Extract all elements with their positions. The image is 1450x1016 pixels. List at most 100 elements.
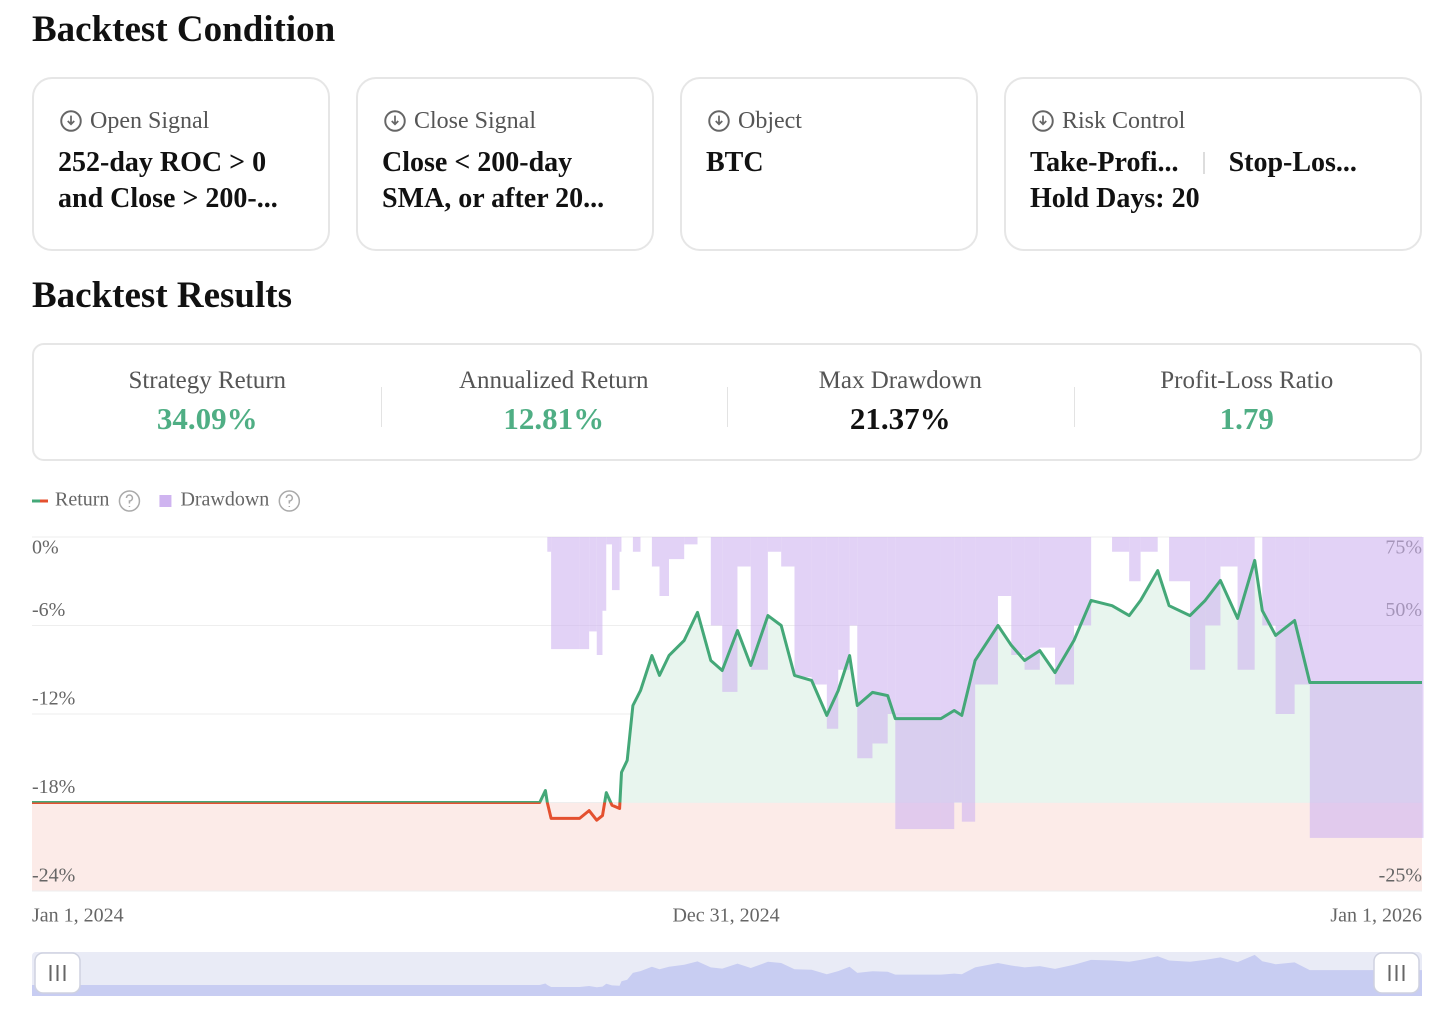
card-text: Close < 200-day — [382, 147, 573, 178]
help-icon — [118, 490, 141, 512]
metric: Profit-Loss Ratio 1.79 — [1073, 367, 1421, 437]
metric: Strategy Return 34.09% — [34, 367, 381, 437]
condition-card: Close Signal Close < 200-day SMA, or after… — [356, 77, 654, 251]
card-text: Hold Days: 20 — [1030, 183, 1200, 214]
drawdown-bar — [849, 537, 858, 626]
card-label: Risk Control — [1062, 107, 1186, 134]
drawdown-bar — [1309, 537, 1422, 838]
drawdown-bar — [940, 537, 955, 830]
card-label: Close Signal — [414, 107, 537, 134]
help-icon — [285, 494, 294, 507]
x-tick-label: Jan 1, 2024 — [32, 905, 124, 927]
drawdown-bar — [794, 537, 812, 678]
y2-tick-label: -25% — [1379, 865, 1422, 887]
drawdown-bar — [1024, 537, 1040, 670]
drawdown-bar — [611, 537, 620, 591]
drawdown-bar — [579, 537, 590, 650]
drawdown-bar — [632, 537, 641, 552]
card-label: Open Signal — [90, 107, 210, 134]
help-icon — [278, 490, 301, 512]
card-label-row: Close Signal — [382, 105, 652, 137]
return-line — [32, 558, 1422, 822]
legend-label: Return — [55, 489, 109, 511]
drawdown-bar — [1074, 537, 1092, 626]
metric: Max Drawdown 21.37% — [727, 367, 1074, 437]
drawdown-bar — [602, 537, 607, 611]
metric-value: 21.37% — [849, 401, 951, 436]
section-title: Backtest Condition — [32, 9, 336, 50]
drawdown-bar — [1237, 537, 1255, 670]
drawdown-bar — [547, 537, 552, 552]
drawdown-bar — [1205, 537, 1221, 626]
metrics-panel: Strategy Return 34.09% Annualized Return 12… — [32, 343, 1422, 461]
drawdown-bar — [767, 537, 782, 552]
card-text: 252-day ROC > 0 — [58, 147, 267, 178]
zoom-handle-left[interactable] — [34, 952, 81, 994]
y-tick-label: -6% — [32, 599, 65, 621]
y-tick-label: -12% — [32, 688, 75, 710]
drawdown-bar — [895, 537, 941, 830]
y-tick-label: 0% — [32, 537, 59, 559]
drawdown-bar — [669, 537, 685, 560]
metric-value: 12.81% — [503, 401, 605, 436]
card-items: Take-Profi... Stop-Los... — [1030, 145, 1420, 181]
drawdown-bar — [596, 537, 603, 655]
drawdown-bar — [1055, 537, 1075, 685]
drawdown-bar — [659, 537, 670, 596]
drawdown-bar — [750, 537, 768, 670]
card-icon — [60, 110, 82, 132]
drawdown-bar — [1129, 537, 1141, 582]
drawdown-bar — [975, 537, 998, 685]
drawdown-bar — [826, 537, 839, 729]
help-icon — [125, 494, 134, 507]
drawdown-bar — [1294, 537, 1310, 685]
separator — [1202, 152, 1205, 174]
card-label-row: Risk Control — [1030, 105, 1420, 137]
drawdown-bar — [887, 537, 896, 714]
drawdown-bar — [1112, 537, 1130, 552]
section-title: Backtest Results — [32, 275, 293, 316]
card-label-row: Open Signal — [58, 105, 328, 137]
card-item: Stop-Los... — [1228, 147, 1357, 178]
negative-zone — [32, 802, 1422, 891]
drawdown-bar — [606, 537, 612, 545]
y-tick-label: -18% — [32, 776, 75, 798]
drawdown-bar — [619, 537, 622, 552]
card-item: Take-Profi... — [1030, 147, 1179, 178]
drawdown-bar — [1011, 537, 1025, 655]
x-tick-label: Jan 1, 2026 — [1330, 905, 1422, 927]
drawdown-bar — [961, 537, 976, 822]
card-icon — [384, 110, 406, 132]
drawdown-bar — [954, 537, 962, 803]
condition-card: Open Signal 252-day ROC > 0 and Close > 20… — [32, 77, 330, 251]
drawdown-bar — [710, 537, 723, 626]
card-text: and Close > 200-... — [58, 183, 278, 214]
drawdown-bar — [651, 537, 660, 567]
zoom-handle-right[interactable] — [1373, 952, 1420, 994]
drawdown-bar — [1220, 537, 1238, 567]
drawdown-bar — [551, 537, 580, 650]
drawdown-bar — [1275, 537, 1295, 714]
drawdown-bar — [1140, 537, 1158, 552]
metric-value: 34.09% — [156, 401, 258, 436]
drawdown-bar — [1039, 537, 1056, 648]
drawdown-bar — [722, 537, 738, 692]
card-icon — [708, 110, 730, 132]
metric-label: Annualized Return — [458, 367, 649, 394]
x-tick-label: Dec 31, 2024 — [672, 905, 779, 927]
condition-cards: Open Signal 252-day ROC > 0 and Close > 20… — [32, 77, 1422, 251]
drawdown-bar — [781, 537, 795, 567]
drawdown-bar — [1169, 537, 1191, 582]
legend-label: Drawdown — [180, 489, 269, 511]
drawdown-bar — [838, 537, 850, 670]
drawdown-bar — [872, 537, 888, 744]
metric-label: Profit-Loss Ratio — [1160, 367, 1334, 394]
drawdown-bar — [997, 537, 1012, 596]
metric-label: Max Drawdown — [818, 367, 982, 394]
condition-card: Risk Control Take-Profi... Stop-Los... Hold… — [1004, 77, 1422, 251]
drawdown-bar — [1190, 537, 1206, 670]
drawdown-bar — [811, 537, 827, 685]
card-label: Object — [738, 107, 802, 134]
